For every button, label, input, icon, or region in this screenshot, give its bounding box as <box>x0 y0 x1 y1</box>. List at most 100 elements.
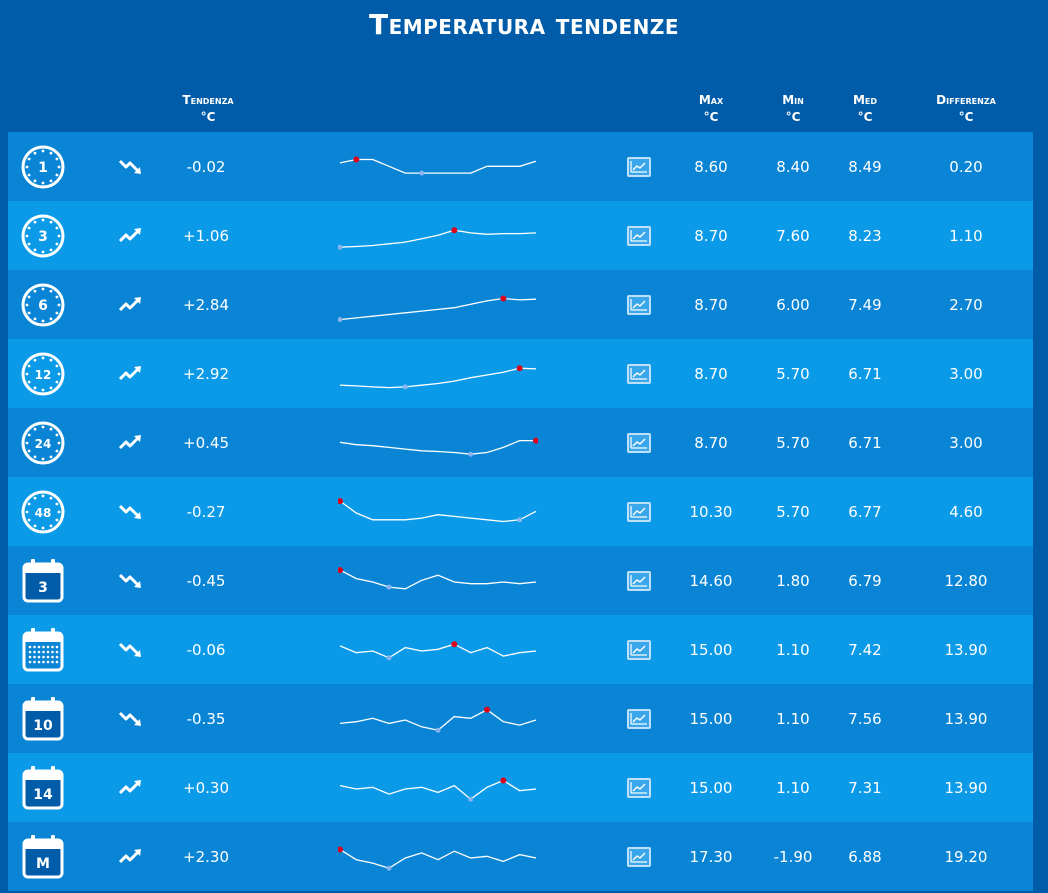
sparkline-min-marker <box>386 584 392 590</box>
table-row: 3 -0.45 14.60 1.80 6.79 12.80 <box>8 546 1033 615</box>
sparkline-min-marker <box>402 383 408 389</box>
sparkline <box>333 408 543 477</box>
max-value: 15.00 <box>689 640 733 659</box>
trend-up-icon <box>116 270 146 339</box>
chart-button[interactable] <box>624 615 654 684</box>
med-value: 6.71 <box>848 364 882 383</box>
min-value: 1.10 <box>776 778 810 797</box>
chart-button[interactable] <box>624 753 654 822</box>
med-value: 8.23 <box>848 226 882 245</box>
sparkline-line <box>339 229 537 248</box>
sparkline-min-marker <box>468 451 474 457</box>
chart-button[interactable] <box>624 684 654 753</box>
sparkline <box>333 546 543 615</box>
diff-value: 13.90 <box>944 709 988 728</box>
sparkline-line <box>339 642 537 659</box>
table-row: 24 +0.45 8.70 5.70 6.71 3.00 <box>8 408 1033 477</box>
table-row: 6 +2.84 8.70 6.00 7.49 2.70 <box>8 270 1033 339</box>
chart-button[interactable] <box>624 339 654 408</box>
med-value: 7.56 <box>848 709 882 728</box>
sparkline-line <box>339 779 537 800</box>
sparkline-min-marker <box>338 244 343 250</box>
sparkline <box>333 615 543 684</box>
sparkline-min-marker <box>386 865 392 871</box>
min-value: 5.70 <box>776 502 810 521</box>
diff-value: 1.10 <box>949 226 983 245</box>
max-value: 15.00 <box>689 778 733 797</box>
sparkline-max-marker <box>500 777 507 783</box>
period-label: 14 <box>33 787 53 803</box>
period-label: 1 <box>38 160 48 176</box>
header-min: Min °C <box>758 92 828 126</box>
chart-button[interactable] <box>624 477 654 546</box>
page-title: Temperatura tendenze <box>368 8 680 41</box>
diff-value: 3.00 <box>949 433 983 452</box>
diff-value: 4.60 <box>949 502 983 521</box>
sparkline-line <box>339 439 536 455</box>
diff-value: 13.90 <box>944 778 988 797</box>
trend-value: -0.45 <box>186 571 226 590</box>
header-med: Med °C <box>830 92 900 126</box>
sparkline-max-marker <box>353 156 360 162</box>
header-max: Max °C <box>676 92 746 126</box>
sparkline <box>333 477 543 546</box>
max-value: 8.70 <box>694 295 728 314</box>
table-row: M +2.30 17.30 -1.90 6.88 19.20 <box>8 822 1033 891</box>
trend-value: -0.06 <box>186 640 226 659</box>
med-value: 7.42 <box>848 640 882 659</box>
calendar-icon: 14 <box>20 753 66 822</box>
diff-value: 19.20 <box>944 847 988 866</box>
sparkline-max-marker <box>500 295 507 302</box>
period-label: 24 <box>35 437 52 451</box>
header-min-unit: °C <box>785 110 801 124</box>
period-label: 3 <box>38 229 48 245</box>
trend-value: -0.27 <box>186 502 226 521</box>
diff-value: 0.20 <box>949 157 983 176</box>
max-value: 8.70 <box>694 226 728 245</box>
header-tendenza-label: Tendenza <box>182 93 234 107</box>
chart-button[interactable] <box>624 132 654 201</box>
sparkline-max-marker <box>338 497 343 504</box>
sparkline <box>333 339 543 408</box>
header-differenza-unit: °C <box>958 110 974 124</box>
chart-button[interactable] <box>624 546 654 615</box>
min-value: -1.90 <box>773 847 813 866</box>
sparkline-max-marker <box>451 226 458 233</box>
sparkline <box>333 822 543 891</box>
period-label: 48 <box>35 506 52 520</box>
trend-down-icon <box>116 684 146 753</box>
min-value: 1.10 <box>776 640 810 659</box>
chart-button[interactable] <box>624 822 654 891</box>
period-label: 12 <box>35 368 52 382</box>
sparkline-min-marker <box>468 796 474 802</box>
max-value: 8.70 <box>694 364 728 383</box>
sparkline <box>333 201 543 270</box>
sparkline <box>333 684 543 753</box>
sparkline-min-marker <box>435 727 441 733</box>
min-value: 6.00 <box>776 295 810 314</box>
chart-button[interactable] <box>624 408 654 477</box>
med-value: 8.49 <box>848 157 882 176</box>
calendar-month-grid-icon <box>20 615 66 684</box>
sparkline <box>333 132 543 201</box>
sparkline-min-marker <box>517 516 523 522</box>
sparkline-line <box>339 158 537 174</box>
header-tendenza-unit: °C <box>200 110 216 124</box>
trend-up-icon <box>116 339 146 408</box>
trend-value: +0.30 <box>183 778 229 797</box>
period-label: M <box>36 856 50 872</box>
diff-value: 12.80 <box>944 571 988 590</box>
chart-button[interactable] <box>624 270 654 339</box>
med-value: 6.79 <box>848 571 882 590</box>
sparkline-line <box>339 500 537 522</box>
table-row: 12 +2.92 8.70 5.70 6.71 3.00 <box>8 339 1033 408</box>
trend-table: 1 -0.02 8.60 8.40 8.49 0.20 3 +1.06 8.70 7.6… <box>8 132 1033 891</box>
med-value: 6.71 <box>848 433 882 452</box>
clock-icon: 6 <box>20 270 66 339</box>
sparkline-max-marker <box>451 640 458 647</box>
chart-button[interactable] <box>624 201 654 270</box>
header-differenza: Differenza °C <box>916 92 1016 126</box>
trend-up-icon <box>116 822 146 891</box>
table-row: 14 +0.30 15.00 1.10 7.31 13.90 <box>8 753 1033 822</box>
header-differenza-label: Differenza <box>936 93 996 107</box>
